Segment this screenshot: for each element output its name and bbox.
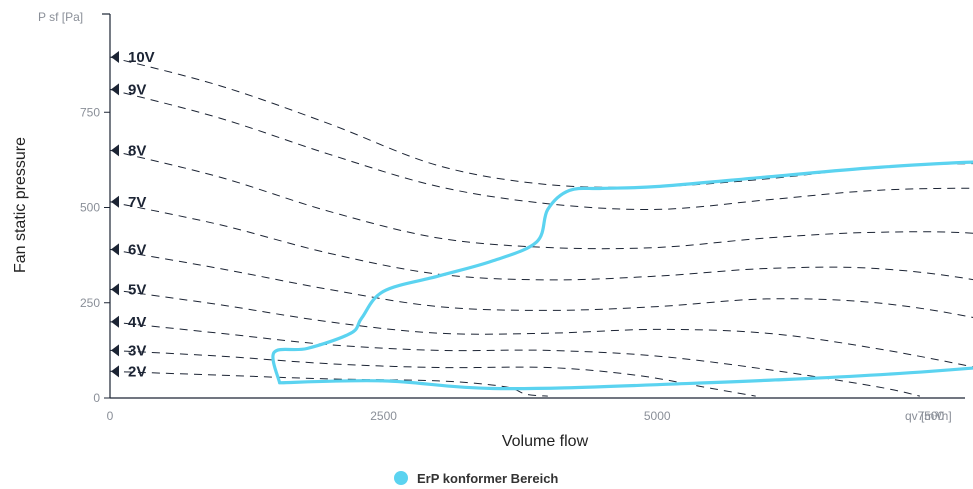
curve-label-4v: 4V [128, 314, 146, 331]
curve-7v [109, 201, 973, 281]
curve-label-3v: 3V [128, 342, 146, 359]
curve-marker-8v [111, 144, 119, 157]
x-tick-label: 7500 [917, 409, 944, 423]
y-unit-label: P sf [Pa] [38, 10, 83, 24]
x-tick-label: 2500 [370, 409, 397, 423]
y-axis-title: Fan static pressure [12, 137, 29, 273]
legend-marker-erp [394, 471, 408, 485]
y-tick-label: 750 [80, 105, 100, 119]
legend[interactable]: ErP konformer Bereich [394, 471, 558, 486]
ticks: 025050075002500500075001000012500 [80, 105, 945, 423]
erp-outline [271, 160, 973, 391]
legend-label-erp: ErP konformer Bereich [417, 471, 558, 486]
curve-label-8v: 8V [128, 142, 146, 159]
curve-5v [109, 288, 973, 368]
curve-marker-4v [111, 315, 119, 328]
curve-label-5v: 5V [128, 281, 146, 298]
curve-marker-2v [111, 365, 119, 378]
y-tick-label: 0 [93, 391, 100, 405]
curve-3v [109, 349, 756, 397]
curve-marker-6v [111, 243, 119, 256]
curve-6v [109, 248, 973, 318]
x-tick-label: 0 [107, 409, 114, 423]
curve-marker-3v [111, 344, 119, 357]
x-tick-label: 5000 [644, 409, 671, 423]
curve-label-2v: 2V [128, 363, 146, 380]
curve-marker-7v [111, 195, 119, 208]
curve-marker-10v [111, 51, 119, 64]
curve-9v [109, 88, 973, 210]
curve-4v [109, 321, 921, 397]
curve-marker-5v [111, 283, 119, 296]
x-unit-label: qv [m³/h] [905, 409, 952, 423]
curve-marker-9v [111, 83, 119, 96]
curve-label-6v: 6V [128, 241, 146, 258]
curve-label-10v: 10V [128, 49, 155, 66]
x-axis-title: Volume flow [502, 433, 589, 450]
curves [109, 56, 973, 397]
curve-label-7v: 7V [128, 194, 146, 211]
y-tick-label: 500 [80, 201, 100, 215]
erp-region [271, 160, 973, 391]
axes [102, 13, 965, 399]
curve-10v [109, 56, 973, 188]
volt-labels: 10V 9V 8V 7V 6V 5V 4V 3V 2V [111, 49, 155, 380]
y-tick-label: 250 [80, 296, 100, 310]
curve-8v [109, 149, 973, 250]
curve-2v [109, 370, 548, 397]
curve-label-9v: 9V [128, 81, 146, 98]
